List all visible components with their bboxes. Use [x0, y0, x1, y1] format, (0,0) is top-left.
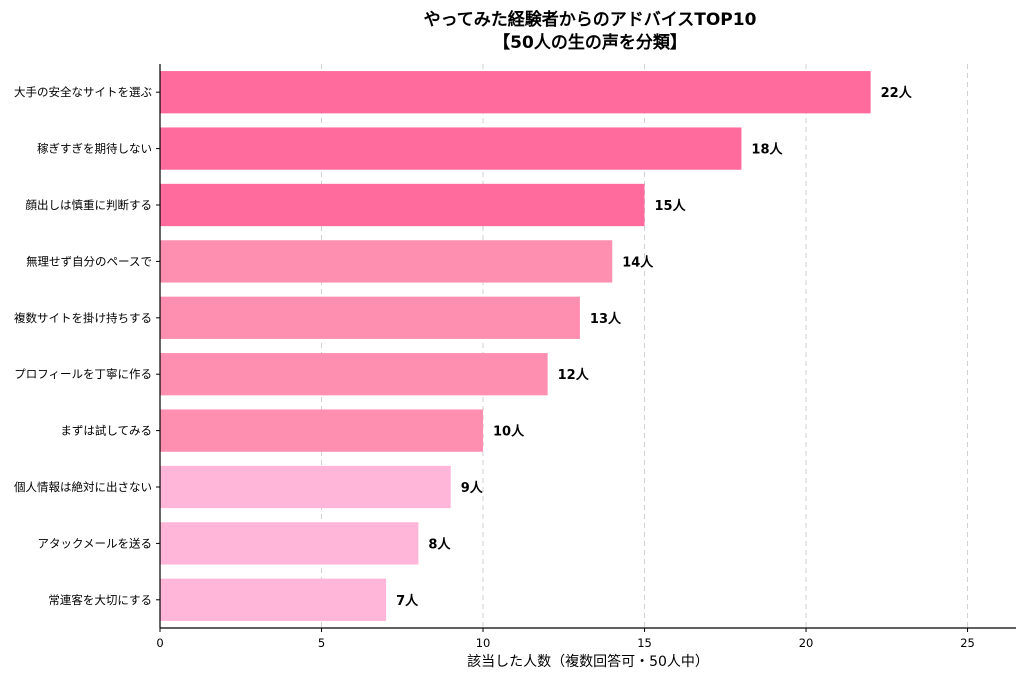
- category-label: 常連客を大切にする: [48, 593, 152, 607]
- x-tick-label: 15: [637, 636, 652, 650]
- value-label: 14人: [622, 254, 654, 270]
- value-label: 7人: [396, 593, 419, 609]
- x-tick-label: 0: [156, 636, 163, 650]
- bar: [160, 465, 451, 509]
- category-label: まずは試してみる: [60, 424, 152, 438]
- bar: [160, 409, 484, 452]
- chart-title: やってみた経験者からのアドバイスTOP10: [424, 9, 757, 30]
- category-label: プロフィールを丁寧に作る: [14, 367, 152, 381]
- bar: [160, 71, 871, 114]
- bar: [160, 522, 419, 565]
- value-label: 12人: [558, 367, 590, 383]
- bar: [160, 127, 742, 170]
- x-axis-label: 該当した人数（複数回答可・50人中）: [467, 653, 709, 670]
- x-tick-label: 25: [960, 636, 975, 650]
- category-label: 複数サイトを掛け持ちする: [14, 311, 152, 325]
- bar: [160, 183, 645, 227]
- x-tick-label: 10: [476, 636, 491, 650]
- bar: [160, 240, 613, 283]
- x-tick-label: 5: [318, 636, 325, 650]
- value-label: 8人: [428, 536, 451, 552]
- category-label: 個人情報は絶対に出さない: [14, 480, 152, 494]
- category-label: 大手の安全なサイトを選ぶ: [14, 85, 152, 99]
- bar: [160, 578, 387, 621]
- value-label: 13人: [590, 311, 622, 327]
- x-tick-label: 20: [799, 636, 814, 650]
- value-label: 18人: [751, 142, 783, 158]
- axes: 0 5 10 15 20 25 大手の安全なサイトを選ぶ稼ぎすぎを期待しない顔出しは慎重に判…: [14, 64, 1016, 650]
- category-label: 稼ぎすぎを期待しない: [37, 142, 152, 156]
- category-label: アタックメールを送る: [37, 536, 152, 550]
- bar: [160, 296, 580, 339]
- value-label: 9人: [461, 480, 484, 496]
- value-label: 10人: [493, 424, 525, 440]
- value-label: 15人: [655, 198, 687, 214]
- chart-subtitle: 【50人の生の声を分類】: [493, 32, 687, 53]
- bars: 22人 18人 15人 14人 13人 12人 10人 9人 8人 7人: [160, 71, 913, 621]
- bar: [160, 353, 548, 396]
- category-label: 顔出しは慎重に判断する: [26, 198, 153, 212]
- value-label: 22人: [881, 85, 913, 101]
- category-label: 無理せず自分のペースで: [26, 254, 152, 268]
